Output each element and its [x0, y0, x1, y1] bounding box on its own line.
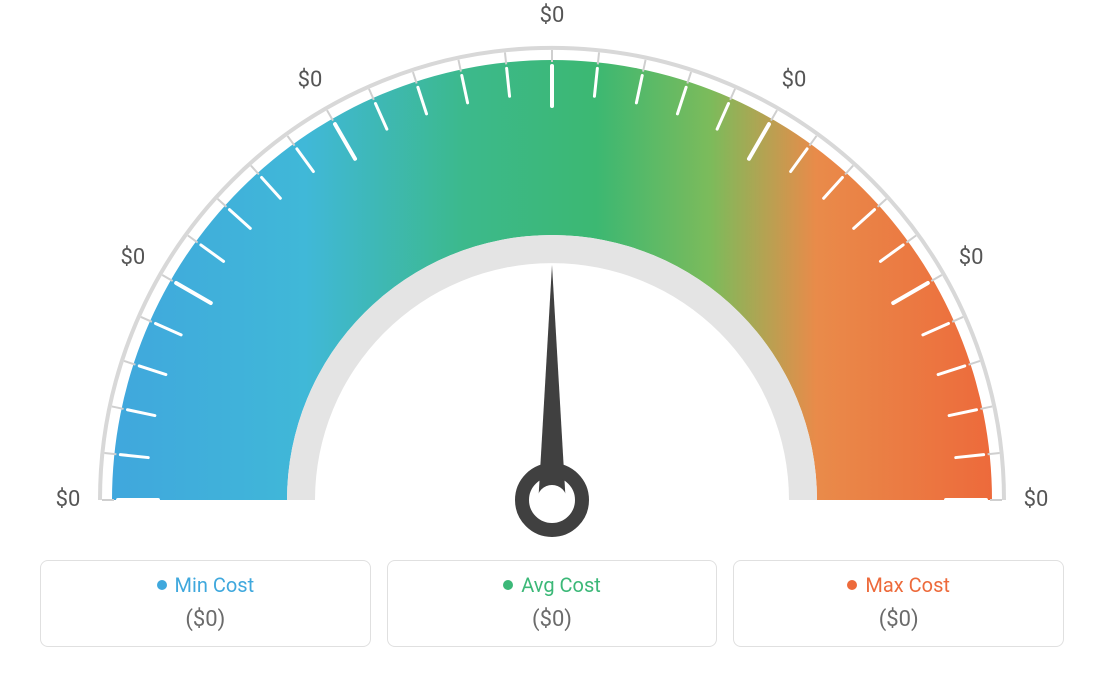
- gauge-body: $0 $0 $0 $0 $0 $0 $0: [0, 0, 1104, 560]
- legend-dot-avg: [503, 580, 513, 590]
- svg-text:$0: $0: [120, 245, 145, 270]
- cost-gauge-chart: $0 $0 $0 $0 $0 $0 $0 Min Cost ($0) Avg Cost ($…: [0, 0, 1104, 690]
- legend-card-min: Min Cost ($0): [40, 560, 371, 647]
- legend-card-avg: Avg Cost ($0): [387, 560, 718, 647]
- svg-text:$0: $0: [782, 68, 807, 93]
- legend-title-max: Max Cost: [752, 573, 1045, 597]
- legend-value-avg: ($0): [406, 607, 699, 632]
- legend-label-avg: Avg Cost: [521, 573, 601, 597]
- svg-text:$0: $0: [56, 487, 81, 512]
- legend-label-min: Min Cost: [175, 573, 255, 597]
- svg-text:$0: $0: [959, 245, 984, 270]
- svg-text:$0: $0: [1024, 487, 1049, 512]
- legend-dot-min: [157, 580, 167, 590]
- svg-text:$0: $0: [298, 68, 323, 93]
- legend-card-max: Max Cost ($0): [733, 560, 1064, 647]
- legend-dot-max: [847, 580, 857, 590]
- legend-value-min: ($0): [59, 607, 352, 632]
- legend-value-max: ($0): [752, 607, 1045, 632]
- svg-text:$0: $0: [540, 3, 565, 28]
- legend-title-avg: Avg Cost: [406, 573, 699, 597]
- legend-row: Min Cost ($0) Avg Cost ($0) Max Cost ($0…: [0, 560, 1104, 647]
- legend-label-max: Max Cost: [865, 573, 950, 597]
- gauge-svg: $0 $0 $0 $0 $0 $0 $0: [0, 0, 1104, 560]
- legend-title-min: Min Cost: [59, 573, 352, 597]
